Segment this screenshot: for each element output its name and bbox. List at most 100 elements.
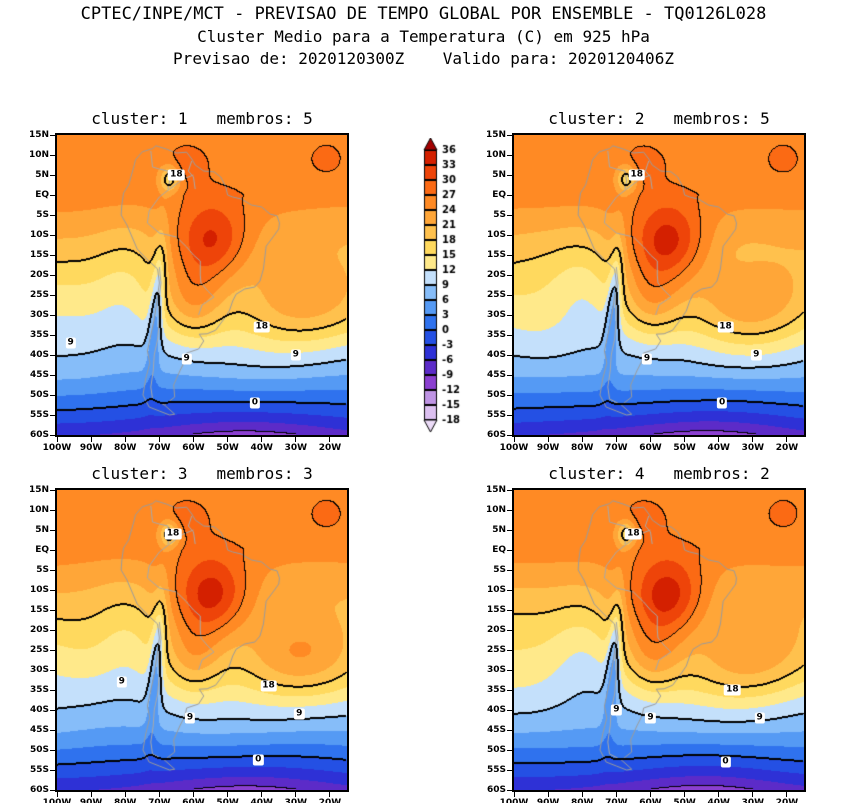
lat-tick <box>50 434 55 436</box>
lon-tick <box>227 792 229 797</box>
panel-title-cluster-1: cluster: 1 membros: 5 <box>91 109 313 128</box>
lat-axis-label: 25S <box>29 290 49 300</box>
lat-axis-label: 5N <box>35 525 49 535</box>
lat-axis-label: 40S <box>486 705 506 715</box>
lat-axis-label: 50S <box>29 745 49 755</box>
lon-axis-label: 70W <box>148 798 171 803</box>
lat-axis-label: 10N <box>485 150 506 160</box>
lat-axis-label: 20S <box>486 625 506 635</box>
lon-axis-label: 40W <box>707 798 730 803</box>
lon-tick <box>615 792 617 797</box>
temperature-colorbar <box>422 138 472 434</box>
lat-axis-label: 30S <box>486 665 506 675</box>
lat-tick <box>50 669 55 671</box>
lat-tick <box>507 434 512 436</box>
chart-validity-line: Previsao de: 2020120300Z Valido para: 20… <box>173 49 674 68</box>
lat-tick <box>507 629 512 631</box>
lon-tick <box>684 792 686 797</box>
lat-tick <box>50 334 55 336</box>
lat-axis-label: EQ <box>492 190 506 200</box>
lat-axis-label: 60S <box>486 430 506 440</box>
lat-axis-label: 50S <box>486 390 506 400</box>
lat-axis-label: 5S <box>493 565 506 575</box>
lon-tick <box>581 792 583 797</box>
lat-axis-label: 5N <box>492 170 506 180</box>
chart-subtitle: Cluster Medio para a Temperatura (C) em … <box>197 27 650 46</box>
lon-axis-label: 40W <box>250 443 273 453</box>
contour-value-label: 0 <box>720 756 731 768</box>
lat-axis-label: 45S <box>486 370 506 380</box>
contour-value-label: 9 <box>65 337 76 349</box>
lat-tick <box>50 769 55 771</box>
lon-axis-label: 90W <box>79 798 103 803</box>
lat-tick <box>50 489 55 491</box>
lat-tick <box>507 134 512 136</box>
lat-axis-label: 30S <box>29 310 49 320</box>
lat-axis-label: 15S <box>29 605 49 615</box>
contour-value-label: 18 <box>625 528 642 540</box>
lat-tick <box>50 294 55 296</box>
lat-axis-label: 5S <box>493 210 506 220</box>
lon-tick <box>786 437 788 442</box>
contour-value-label: 9 <box>641 353 653 365</box>
lat-tick <box>507 394 512 396</box>
lon-tick <box>684 437 686 442</box>
lon-tick <box>90 437 92 442</box>
contour-value-label: 9 <box>181 353 192 365</box>
contour-value-label: 18 <box>164 528 182 540</box>
lon-axis-label: 100W <box>42 798 72 803</box>
lon-axis-label: 60W <box>182 443 205 453</box>
contour-value-label: 0 <box>249 397 261 409</box>
lon-axis-label: 80W <box>114 798 137 803</box>
contour-value-label: 18 <box>717 321 734 333</box>
lon-tick <box>295 792 297 797</box>
lat-axis-label: 55S <box>486 410 506 420</box>
lat-tick <box>507 569 512 571</box>
lon-axis-label: 30W <box>741 798 765 803</box>
lat-axis-label: 40S <box>29 350 49 360</box>
lat-axis-label: 15S <box>29 250 49 260</box>
lon-tick <box>192 792 194 797</box>
lat-tick <box>50 689 55 691</box>
lon-axis-label: 60W <box>639 443 662 453</box>
lon-tick <box>786 792 788 797</box>
lat-axis-label: 60S <box>29 785 49 795</box>
lat-axis-label: 25S <box>29 645 49 655</box>
lat-tick <box>50 374 55 376</box>
lat-tick <box>507 589 512 591</box>
lat-tick <box>50 194 55 196</box>
lat-axis-label: 35S <box>29 685 49 695</box>
lon-tick <box>124 792 126 797</box>
lon-axis-label: 90W <box>79 443 103 453</box>
lat-tick <box>50 314 55 316</box>
lat-tick <box>50 234 55 236</box>
lon-axis-label: 50W <box>673 798 696 803</box>
contour-value-label: 0 <box>253 754 264 766</box>
contour-value-label: 18 <box>253 321 270 333</box>
lon-tick <box>581 437 583 442</box>
lat-tick <box>50 354 55 356</box>
lon-tick <box>158 792 160 797</box>
lon-tick <box>329 437 331 442</box>
lat-axis-label: 15N <box>28 485 49 495</box>
map-canvas-cluster-3 <box>55 488 349 792</box>
lon-axis-label: 50W <box>216 798 239 803</box>
lon-axis-label: 70W <box>605 798 628 803</box>
lat-tick <box>507 769 512 771</box>
lat-tick <box>50 174 55 176</box>
lat-tick <box>507 669 512 671</box>
lat-axis-label: 15N <box>28 130 49 140</box>
lon-tick <box>90 792 92 797</box>
lon-axis-label: 100W <box>499 443 529 453</box>
lon-tick <box>295 437 297 442</box>
lat-tick <box>50 709 55 711</box>
lat-axis-label: EQ <box>35 545 49 555</box>
lat-tick <box>50 789 55 791</box>
lon-axis-label: 80W <box>571 443 594 453</box>
lat-axis-label: 10S <box>29 585 49 595</box>
lat-tick <box>50 729 55 731</box>
lon-axis-label: 40W <box>250 798 273 803</box>
lat-tick <box>507 529 512 531</box>
panel-title-cluster-2: cluster: 2 membros: 5 <box>548 109 770 128</box>
lon-tick <box>615 437 617 442</box>
